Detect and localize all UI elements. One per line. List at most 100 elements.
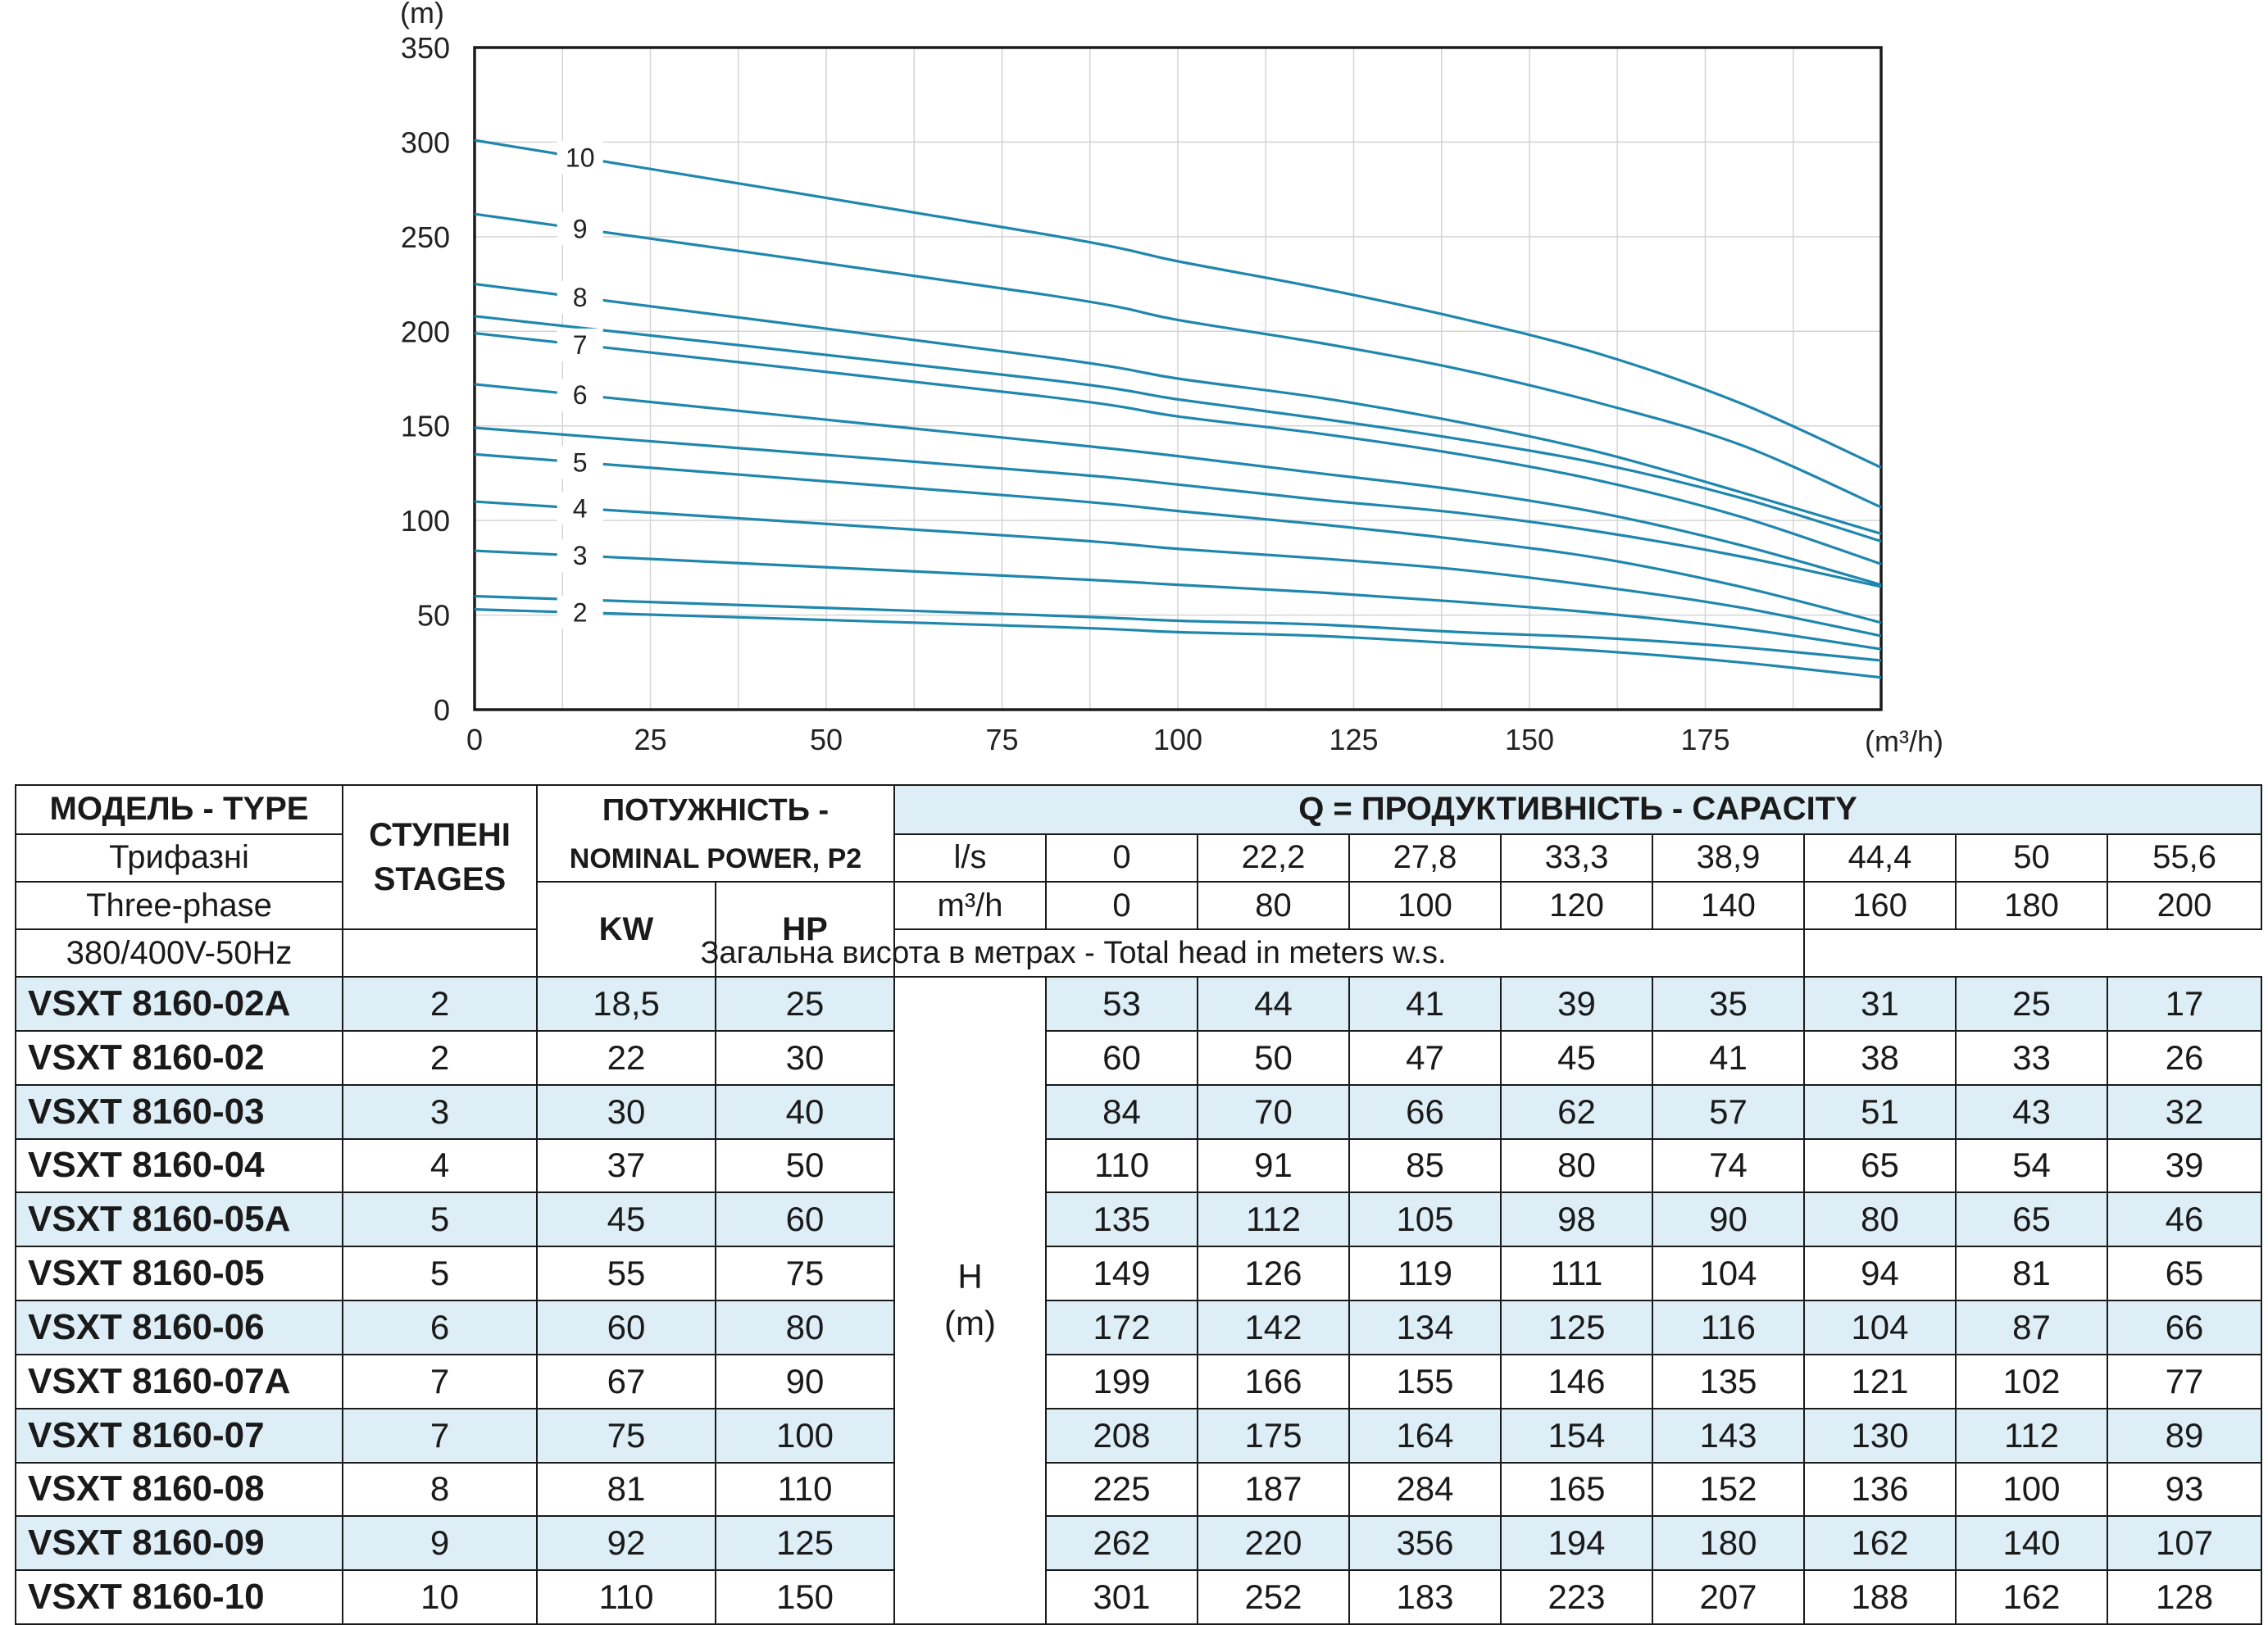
- kw-cell: 75: [536, 1407, 716, 1464]
- head-value-cell: 98: [1500, 1192, 1653, 1248]
- power-header: ПОТУЖНІСТЬ - NOMINAL POWER, P2: [536, 783, 895, 883]
- m3h-value-1: 80: [1197, 881, 1350, 931]
- curve-label-background: [557, 539, 603, 573]
- head-value-cell: 166: [1197, 1353, 1350, 1409]
- head-value-cell: 31: [1803, 976, 1957, 1032]
- head-value-cell: 194: [1500, 1515, 1653, 1572]
- m3h-value-0: 0: [1045, 881, 1198, 931]
- curve-label: 6: [573, 380, 588, 410]
- head-value-cell: 128: [2106, 1569, 2263, 1625]
- stages-cell: 6: [342, 1300, 538, 1355]
- stages-cell: 9: [342, 1515, 538, 1572]
- head-unit-cell: H (m): [893, 976, 1047, 1625]
- head-value-cell: 356: [1348, 1515, 1502, 1572]
- spec-table-container: МОДЕЛЬ - TYPE СТУПЕНІ STAGES ПОТУЖНІСТЬ …: [15, 783, 2263, 1625]
- y-tick-label: 250: [401, 220, 450, 254]
- x-tick-label: 175: [1680, 723, 1729, 756]
- curve-stage-series-1: [474, 594, 1882, 662]
- curve-stage-6: [474, 383, 1882, 587]
- head-value-cell: 162: [1803, 1515, 1957, 1572]
- curve-stage-3: [474, 549, 1882, 651]
- head-value-cell: 149: [1045, 1246, 1198, 1302]
- head-value-cell: 87: [1955, 1300, 2108, 1355]
- curve-label-background: [557, 492, 603, 525]
- curve-label-background: [557, 141, 603, 175]
- table-row: VSXT 8160-10 10 110 150 301 252 183 223 207 188 16…: [15, 1569, 2263, 1625]
- head-value-cell: 130: [1803, 1407, 1957, 1464]
- hp-cell: 25: [715, 976, 895, 1032]
- curve-stage-9: [474, 212, 1882, 509]
- head-value-cell: 102: [1955, 1353, 2108, 1409]
- curve-label: 8: [573, 283, 588, 312]
- hp-cell: 80: [715, 1300, 895, 1355]
- ls-value-3: 33,3: [1500, 833, 1653, 883]
- model-type-header: МОДЕЛЬ - TYPE: [15, 784, 343, 835]
- head-value-cell: 89: [2106, 1407, 2263, 1464]
- curve-label-background: [557, 596, 603, 629]
- hp-cell: 90: [715, 1353, 895, 1409]
- curve-label: 9: [573, 214, 588, 243]
- head-value-cell: 225: [1045, 1461, 1198, 1518]
- head-value-cell: 65: [1803, 1137, 1957, 1194]
- curve-stage-2: [474, 608, 1882, 679]
- head-label: H: [957, 1257, 983, 1296]
- head-value-cell: 43: [1955, 1083, 2108, 1140]
- kw-cell: 45: [536, 1192, 716, 1248]
- m3h-value-3: 120: [1500, 881, 1653, 931]
- head-value-cell: 85: [1348, 1137, 1502, 1194]
- phase-ua: Трифазні: [15, 833, 343, 883]
- x-tick-label: 50: [810, 723, 843, 756]
- model-cell: VSXT 8160-07: [15, 1407, 343, 1464]
- kw-cell: 60: [536, 1300, 716, 1355]
- stages-cell: 3: [342, 1083, 538, 1140]
- x-tick-label: 125: [1329, 723, 1378, 756]
- hp-cell: 110: [715, 1461, 895, 1518]
- table-row: VSXT 8160-05 5 55 75 149 126 119 111 104 94 81 65: [15, 1246, 2263, 1302]
- head-value-cell: 80: [1500, 1137, 1653, 1194]
- table-row: VSXT 8160-08 8 81 110 225 187 284 165 152 136 100 9…: [15, 1461, 2263, 1518]
- curve-stage-10: [474, 138, 1882, 469]
- ls-value-2: 27,8: [1348, 833, 1502, 883]
- head-value-cell: 172: [1045, 1300, 1198, 1355]
- model-cell: VSXT 8160-05: [15, 1246, 343, 1302]
- head-value-cell: 38: [1803, 1029, 1957, 1086]
- head-value-cell: 74: [1652, 1137, 1805, 1194]
- y-tick-label: 50: [417, 599, 450, 633]
- head-value-cell: 183: [1348, 1569, 1502, 1625]
- head-value-cell: 110: [1045, 1137, 1198, 1194]
- x-axis-unit: (m³/h): [1865, 724, 1943, 758]
- y-axis-unit: (m): [400, 0, 444, 30]
- m3h-value-4: 140: [1652, 881, 1805, 931]
- m3h-value-5: 160: [1803, 881, 1957, 931]
- head-value-cell: 284: [1348, 1461, 1502, 1518]
- head-value-cell: 175: [1197, 1407, 1350, 1464]
- y-tick-label: 0: [434, 693, 450, 727]
- kw-cell: 55: [536, 1246, 716, 1302]
- hp-cell: 100: [715, 1407, 895, 1464]
- head-value-cell: 107: [2106, 1515, 2263, 1572]
- hp-cell: 50: [715, 1137, 895, 1194]
- head-value-cell: 17: [2106, 976, 2263, 1032]
- x-tick-label: 150: [1505, 723, 1554, 756]
- m3h-value-2: 100: [1348, 881, 1502, 931]
- m3h-value-7: 200: [2106, 881, 2263, 931]
- table-row: VSXT 8160-03 3 30 40 84 70 66 62 57 51 43 32: [15, 1083, 2263, 1140]
- head-value-cell: 65: [1955, 1192, 2108, 1248]
- ls-value-7: 55,6: [2106, 833, 2263, 883]
- curve-label-background: [557, 212, 603, 246]
- model-cell: VSXT 8160-02: [15, 1029, 343, 1086]
- head-value-cell: 207: [1652, 1569, 1805, 1625]
- y-tick-label: 100: [401, 504, 450, 538]
- head-value-cell: 134: [1348, 1300, 1502, 1355]
- m3h-label: m³/h: [893, 881, 1047, 931]
- head-value-cell: 188: [1803, 1569, 1957, 1625]
- table-row: VSXT 8160-02 2 22 30 60 50 47 45 41 38 33 26: [15, 1029, 2263, 1086]
- head-value-cell: 121: [1803, 1353, 1957, 1409]
- head-value-cell: 60: [1045, 1029, 1198, 1086]
- table-row: VSXT 8160-07 7 75 100 208 175 164 154 143 130 112 8…: [15, 1407, 2263, 1464]
- head-value-cell: 41: [1348, 976, 1502, 1032]
- head-value-cell: 66: [1348, 1083, 1502, 1140]
- table-row: VSXT 8160-06 6 60 80 172 142 134 125 116 104 87 66: [15, 1300, 2263, 1355]
- head-value-cell: 51: [1803, 1083, 1957, 1140]
